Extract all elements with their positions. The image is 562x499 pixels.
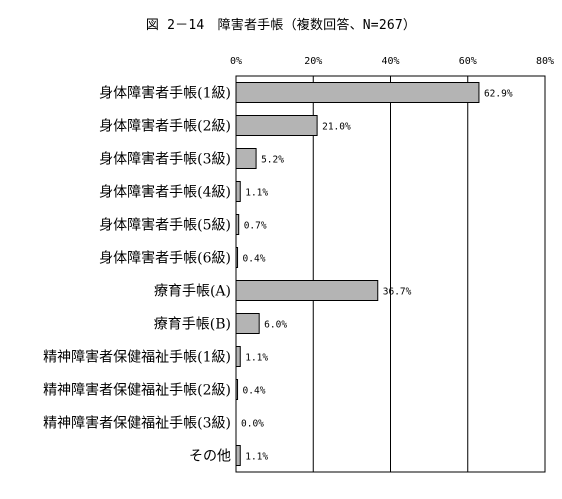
data-label: 1.1% (245, 353, 268, 364)
category-label: 身体障害者手帳(6級) (99, 251, 231, 267)
category-label: 療育手帳(B) (154, 316, 231, 333)
category-label: 身体障害者手帳(1級) (99, 86, 231, 102)
bar (235, 313, 260, 334)
data-label: 0.4% (243, 254, 266, 265)
chart-title: 図 2－14 障害者手帳（複数回答、N=267） (145, 18, 417, 33)
x-tick-label: 40% (381, 56, 399, 67)
category-label: 精神障害者保健福祉手帳(3級) (43, 416, 231, 432)
bar (235, 445, 241, 466)
category-label: 精神障害者保健福祉手帳(2級) (43, 383, 231, 399)
data-label: 36.7% (383, 287, 412, 298)
data-label: 21.0% (322, 122, 351, 133)
x-tick-label: 80% (536, 56, 554, 67)
category-label: 療育手帳(A) (154, 283, 231, 300)
data-label: 6.0% (264, 320, 287, 331)
data-label: 0.0% (241, 419, 264, 430)
bar (235, 115, 318, 136)
plot-area-frame (235, 75, 546, 473)
labels: 0% 20% 40% 60% 80% 身体障害者手帳(1級) 62.9% 身体障害者手帳(2級… (43, 56, 554, 465)
data-label: 5.2% (261, 155, 284, 166)
category-label: 身体障害者手帳(5級) (99, 218, 231, 234)
bar (235, 346, 241, 367)
data-label: 1.1% (245, 452, 268, 463)
category-label: 身体障害者手帳(4級) (99, 185, 231, 201)
category-label: 身体障害者手帳(3級) (99, 152, 231, 168)
bar (235, 181, 241, 202)
bars (235, 82, 480, 466)
data-label: 62.9% (484, 89, 513, 100)
data-label: 0.7% (244, 221, 267, 232)
bar (235, 82, 480, 103)
category-label: 身体障害者手帳(2級) (99, 119, 231, 135)
bar (235, 148, 257, 169)
category-label: 精神障害者保健福祉手帳(1級) (43, 350, 231, 366)
grid-lines (312, 76, 469, 472)
x-tick-label: 0% (230, 56, 242, 67)
data-label: 0.4% (243, 386, 266, 397)
data-label: 1.1% (245, 188, 268, 199)
x-tick-label: 20% (304, 56, 322, 67)
category-label: その他 (189, 449, 231, 465)
bar (235, 280, 379, 301)
x-tick-label: 60% (459, 56, 477, 67)
